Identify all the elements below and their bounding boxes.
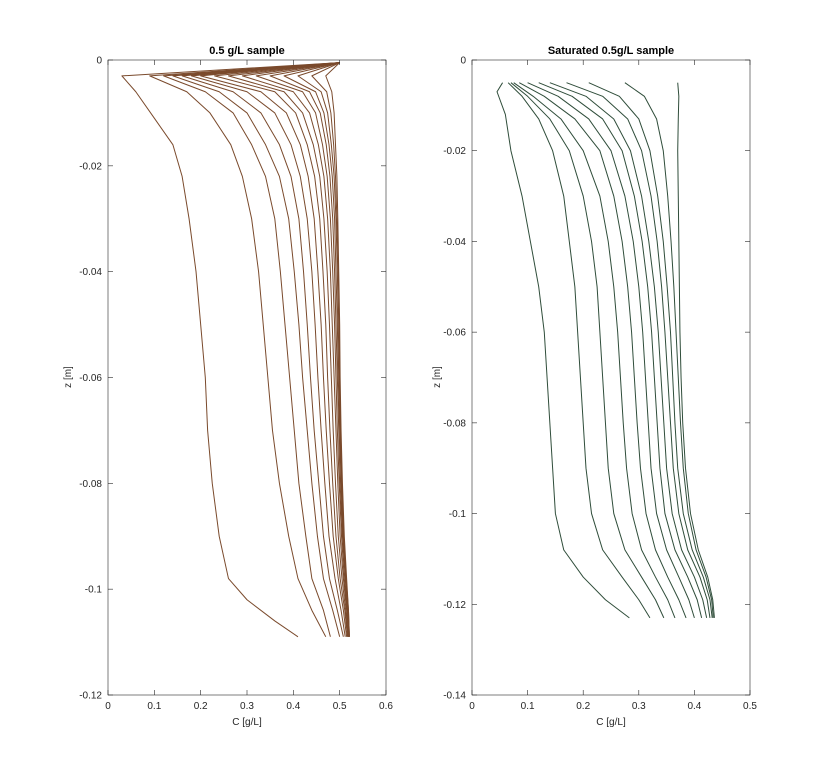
- right-plot-frame: [471, 59, 751, 696]
- x-tick-label: 0.1: [521, 701, 535, 712]
- x-tick-label: 0.4: [286, 701, 300, 712]
- profile-line-0: [496, 82, 630, 619]
- x-tick-label: 0.1: [147, 701, 161, 712]
- x-tick-label: 0.4: [687, 701, 701, 712]
- y-tick-label: -0.1: [449, 509, 467, 520]
- y-tick-label: -0.14: [443, 691, 466, 702]
- y-tick-label: -0.04: [79, 267, 102, 278]
- profile-line-1: [149, 62, 340, 638]
- profile-line-4: [519, 82, 687, 619]
- profile-line-0: [121, 62, 340, 638]
- profile-line-7: [214, 62, 349, 637]
- profile-line-10: [255, 62, 350, 637]
- profile-line-8: [227, 62, 349, 637]
- profile-line-6: [538, 82, 703, 619]
- x-tick-label: 0.5: [333, 701, 347, 712]
- x-tick-label: 0: [469, 701, 475, 712]
- profile-line-4: [181, 62, 344, 637]
- x-tick-label: 0.2: [194, 701, 208, 712]
- profile-line-11: [677, 82, 715, 618]
- right-plot-panel: Saturated 0.5g/L sample 0 0.1 0.2 0.3 0.4 0.5…: [432, 45, 757, 728]
- x-tick-label: 0.6: [379, 701, 393, 712]
- right-plot-ticks: 0 0.1 0.2 0.3 0.4 0.5 0 -0.02 -0.04 -0.06 -0.08 -0.…: [443, 56, 757, 713]
- profile-line-3: [513, 82, 676, 619]
- x-tick-label: 0.3: [240, 701, 254, 712]
- x-tick-label: 0.2: [576, 701, 590, 712]
- y-tick-label: -0.12: [79, 691, 102, 702]
- left-y-axis-label: z [m]: [63, 366, 74, 388]
- x-tick-label: 0.3: [632, 701, 646, 712]
- y-tick-label: -0.12: [443, 600, 466, 611]
- profile-line-9: [588, 82, 713, 618]
- y-tick-label: 0: [96, 56, 102, 67]
- profile-line-8: [566, 82, 711, 618]
- y-tick-label: -0.08: [79, 479, 102, 490]
- y-tick-label: -0.02: [79, 161, 102, 172]
- left-plot-panel: 0.5 g/L sample 0 0.1 0.2 0.3 0.4 0.5 0.6 0 -0.02…: [63, 45, 393, 728]
- y-tick-label: -0.06: [79, 373, 102, 384]
- left-x-axis-label: C [g/L]: [232, 717, 262, 728]
- left-plot-lines: [121, 62, 350, 638]
- profile-line-7: [549, 82, 708, 618]
- profile-line-15: [325, 62, 350, 637]
- y-tick-label: -0.04: [443, 237, 466, 248]
- y-tick-label: -0.08: [443, 418, 466, 429]
- right-plot-title: Saturated 0.5g/L sample: [548, 45, 674, 57]
- left-plot-title: 0.5 g/L sample: [209, 45, 285, 57]
- profile-line-5: [527, 82, 695, 619]
- right-y-axis-label: z [m]: [432, 366, 443, 388]
- y-tick-label: -0.02: [443, 146, 466, 157]
- profile-line-2: [163, 62, 340, 637]
- right-plot-lines: [496, 82, 715, 619]
- x-tick-label: 0.5: [743, 701, 757, 712]
- y-tick-label: -0.06: [443, 328, 466, 339]
- x-tick-label: 0: [105, 701, 111, 712]
- profile-line-1: [507, 82, 651, 619]
- profile-line-10: [624, 82, 714, 618]
- right-x-axis-label: C [g/L]: [596, 717, 626, 728]
- profile-line-3: [172, 62, 341, 637]
- profile-line-6: [200, 62, 348, 637]
- profile-line-9: [241, 62, 349, 637]
- profile-line-2: [510, 82, 665, 619]
- y-tick-label: 0: [460, 56, 466, 67]
- y-tick-label: -0.1: [85, 585, 103, 596]
- left-plot-ticks: 0 0.1 0.2 0.3 0.4 0.5 0.6 0 -0.02 -0.04 -0.06 -0.08…: [79, 56, 393, 713]
- profile-line-5: [190, 62, 346, 637]
